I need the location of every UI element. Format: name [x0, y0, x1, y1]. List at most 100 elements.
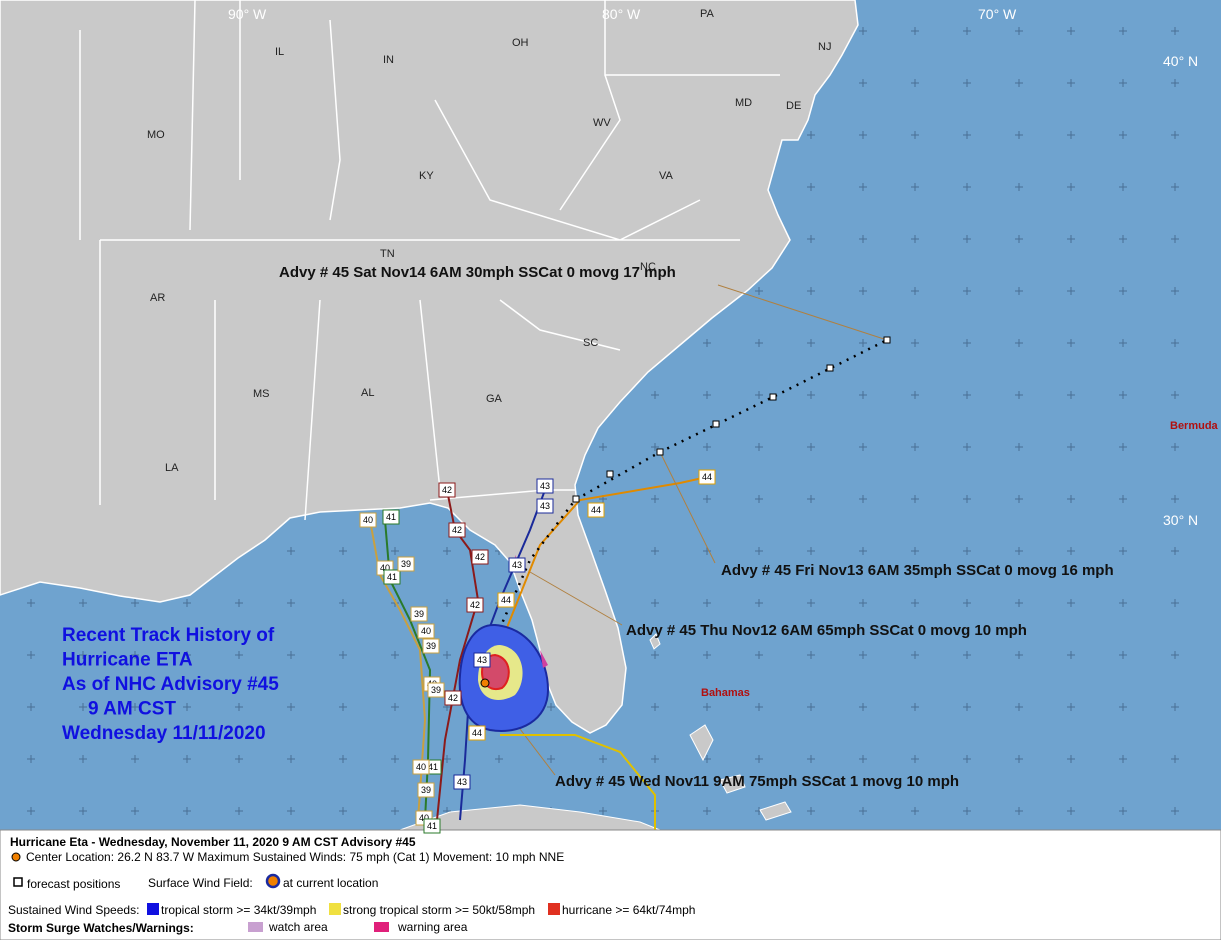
latitude-label: 40° N — [1163, 53, 1198, 69]
track-point-label: 39 — [431, 685, 441, 695]
wind-field — [458, 555, 550, 732]
track-point-label: 40 — [380, 563, 390, 573]
track-history-note: Wednesday 11/11/2020 — [62, 723, 266, 744]
ts-swatch — [147, 903, 159, 915]
state-label: SC — [583, 337, 598, 349]
track-point-label: 40 — [363, 515, 373, 525]
state-label: GA — [486, 393, 503, 405]
state-borders — [79, 0, 780, 521]
state-label: AR — [150, 292, 165, 304]
forecast-position — [606, 470, 614, 478]
legend-warning-area: warning area — [397, 920, 468, 934]
advisory-label: Advy # 45 Thu Nov12 6AM 65mph SSCat 0 mo… — [626, 622, 1027, 639]
track-point-label: 39 — [426, 641, 436, 651]
track-point-label: 42 — [452, 525, 462, 535]
forecast-position — [883, 336, 891, 344]
legend-strong-tropical-storm: strong tropical storm >= 50kt/58mph — [343, 903, 535, 917]
bahamas — [649, 633, 792, 821]
legend-watch-area: watch area — [268, 920, 328, 934]
longitude-label: 90° W — [228, 6, 267, 22]
track-point-box — [382, 509, 400, 525]
legend-panel — [0, 829, 1221, 940]
state-label: IL — [275, 46, 284, 58]
track-point-label: 43 — [540, 481, 550, 491]
state-label: MS — [253, 388, 270, 400]
track-point-box — [422, 638, 440, 654]
state-label: MD — [735, 97, 752, 109]
track-point-box — [587, 502, 605, 518]
center-icon — [11, 852, 21, 862]
state-label: PA — [700, 8, 715, 20]
track-point-box — [536, 478, 554, 494]
place-label: Bahamas — [701, 687, 750, 699]
state-label: MO — [147, 129, 165, 141]
track-point-label: 39 — [421, 785, 431, 795]
track-point-box — [448, 522, 466, 538]
track-point-label: 41 — [427, 821, 437, 831]
track-point-box — [412, 759, 430, 775]
track-point-label: 40 — [421, 626, 431, 636]
current-location-icon — [265, 873, 281, 889]
track-point-label: 43 — [540, 501, 550, 511]
track-point-box — [508, 557, 526, 573]
forecast-position — [826, 364, 834, 372]
track-point-label: 41 — [387, 572, 397, 582]
forecast-position — [712, 420, 720, 428]
track-point-box — [423, 818, 441, 834]
state-label: VA — [659, 170, 674, 182]
track-point-label: 43 — [512, 560, 522, 570]
legend-hurricane: hurricane >= 64kt/74mph — [562, 903, 695, 917]
track-point-box — [417, 623, 435, 639]
hu-swatch — [548, 903, 560, 915]
warning-swatch — [374, 922, 389, 932]
legend-sustained-wind-speeds: Sustained Wind Speeds: — [8, 903, 139, 917]
track-point-box — [359, 512, 377, 528]
track-point-label: 41 — [386, 512, 396, 522]
land — [0, 0, 859, 734]
sts-swatch — [329, 903, 341, 915]
state-label: TN — [380, 248, 395, 260]
track-point-box — [466, 597, 484, 613]
forecast-position — [572, 495, 580, 503]
track-point-box — [397, 556, 415, 572]
track-point-label: 42 — [470, 600, 480, 610]
watch-swatch — [248, 922, 263, 932]
state-label: NC — [640, 261, 656, 273]
state-label: LA — [165, 462, 179, 474]
track-point-label: 44 — [501, 595, 511, 605]
state-label: NJ — [818, 41, 831, 53]
state-label: DE — [786, 100, 801, 112]
track-point-label: 39 — [414, 609, 424, 619]
track-point-label: 41 — [428, 762, 438, 772]
track-point-box — [468, 725, 486, 741]
track-point-box — [698, 469, 716, 485]
track-point-label: 44 — [591, 505, 601, 515]
track-point-box — [473, 652, 491, 668]
track-point-label: 44 — [472, 728, 482, 738]
legend-forecast-positions: forecast positions — [27, 877, 120, 891]
track-history-note: As of NHC Advisory #45 — [62, 674, 279, 695]
track-history-note: Recent Track History of — [62, 625, 275, 646]
latitude-label: 30° N — [1163, 512, 1198, 528]
track-point-label: 40 — [416, 762, 426, 772]
state-label: IN — [383, 54, 394, 66]
advisory-label: Advy # 45 Sat Nov14 6AM 30mph SSCat 0 mo… — [279, 264, 676, 281]
track-point-box — [410, 606, 428, 622]
advisory-label: Advy # 45 Wed Nov11 9AM 75mph SSCat 1 mo… — [555, 773, 959, 790]
longitude-label: 70° W — [978, 6, 1017, 22]
forecast-position — [656, 448, 664, 456]
track-point-label: 43 — [457, 777, 467, 787]
state-label: KY — [419, 170, 434, 182]
track-point-box — [453, 774, 471, 790]
track-history-note: Hurricane ETA — [62, 650, 193, 671]
track-point-label: 42 — [442, 485, 452, 495]
state-label: WV — [593, 117, 611, 129]
track-history-note: 9 AM CST — [88, 699, 176, 720]
track-point-label: 42 — [448, 693, 458, 703]
track-point-box — [471, 549, 489, 565]
state-label: AL — [361, 387, 374, 399]
legend-title: Hurricane Eta - Wednesday, November 11, … — [10, 835, 416, 849]
track-point-box — [427, 682, 445, 698]
advisory-label: Advy # 45 Fri Nov13 6AM 35mph SSCat 0 mo… — [721, 562, 1114, 579]
